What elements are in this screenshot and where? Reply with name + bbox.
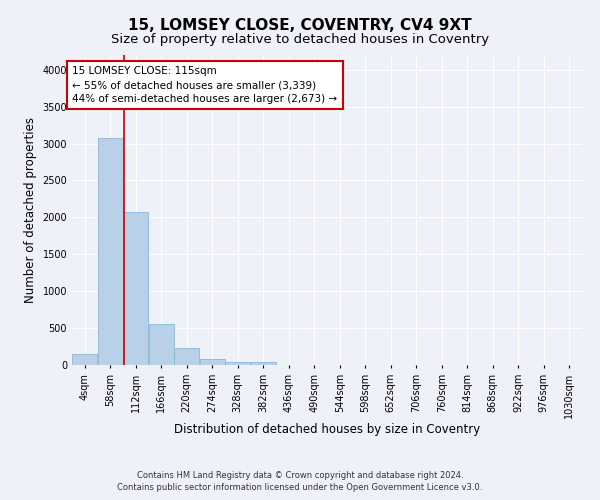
Bar — [72, 354, 97, 365]
Bar — [149, 324, 173, 365]
Text: Size of property relative to detached houses in Coventry: Size of property relative to detached ho… — [111, 32, 489, 46]
Bar — [225, 362, 250, 365]
Bar — [123, 212, 148, 365]
Text: 15, LOMSEY CLOSE, COVENTRY, CV4 9XT: 15, LOMSEY CLOSE, COVENTRY, CV4 9XT — [128, 18, 472, 32]
Bar — [200, 360, 224, 365]
Text: Contains HM Land Registry data © Crown copyright and database right 2024.
Contai: Contains HM Land Registry data © Crown c… — [118, 471, 482, 492]
Y-axis label: Number of detached properties: Number of detached properties — [24, 117, 37, 303]
X-axis label: Distribution of detached houses by size in Coventry: Distribution of detached houses by size … — [174, 424, 480, 436]
Text: 15 LOMSEY CLOSE: 115sqm
← 55% of detached houses are smaller (3,339)
44% of semi: 15 LOMSEY CLOSE: 115sqm ← 55% of detache… — [73, 66, 338, 104]
Bar — [97, 138, 122, 365]
Bar — [174, 348, 199, 365]
Bar — [251, 362, 275, 365]
